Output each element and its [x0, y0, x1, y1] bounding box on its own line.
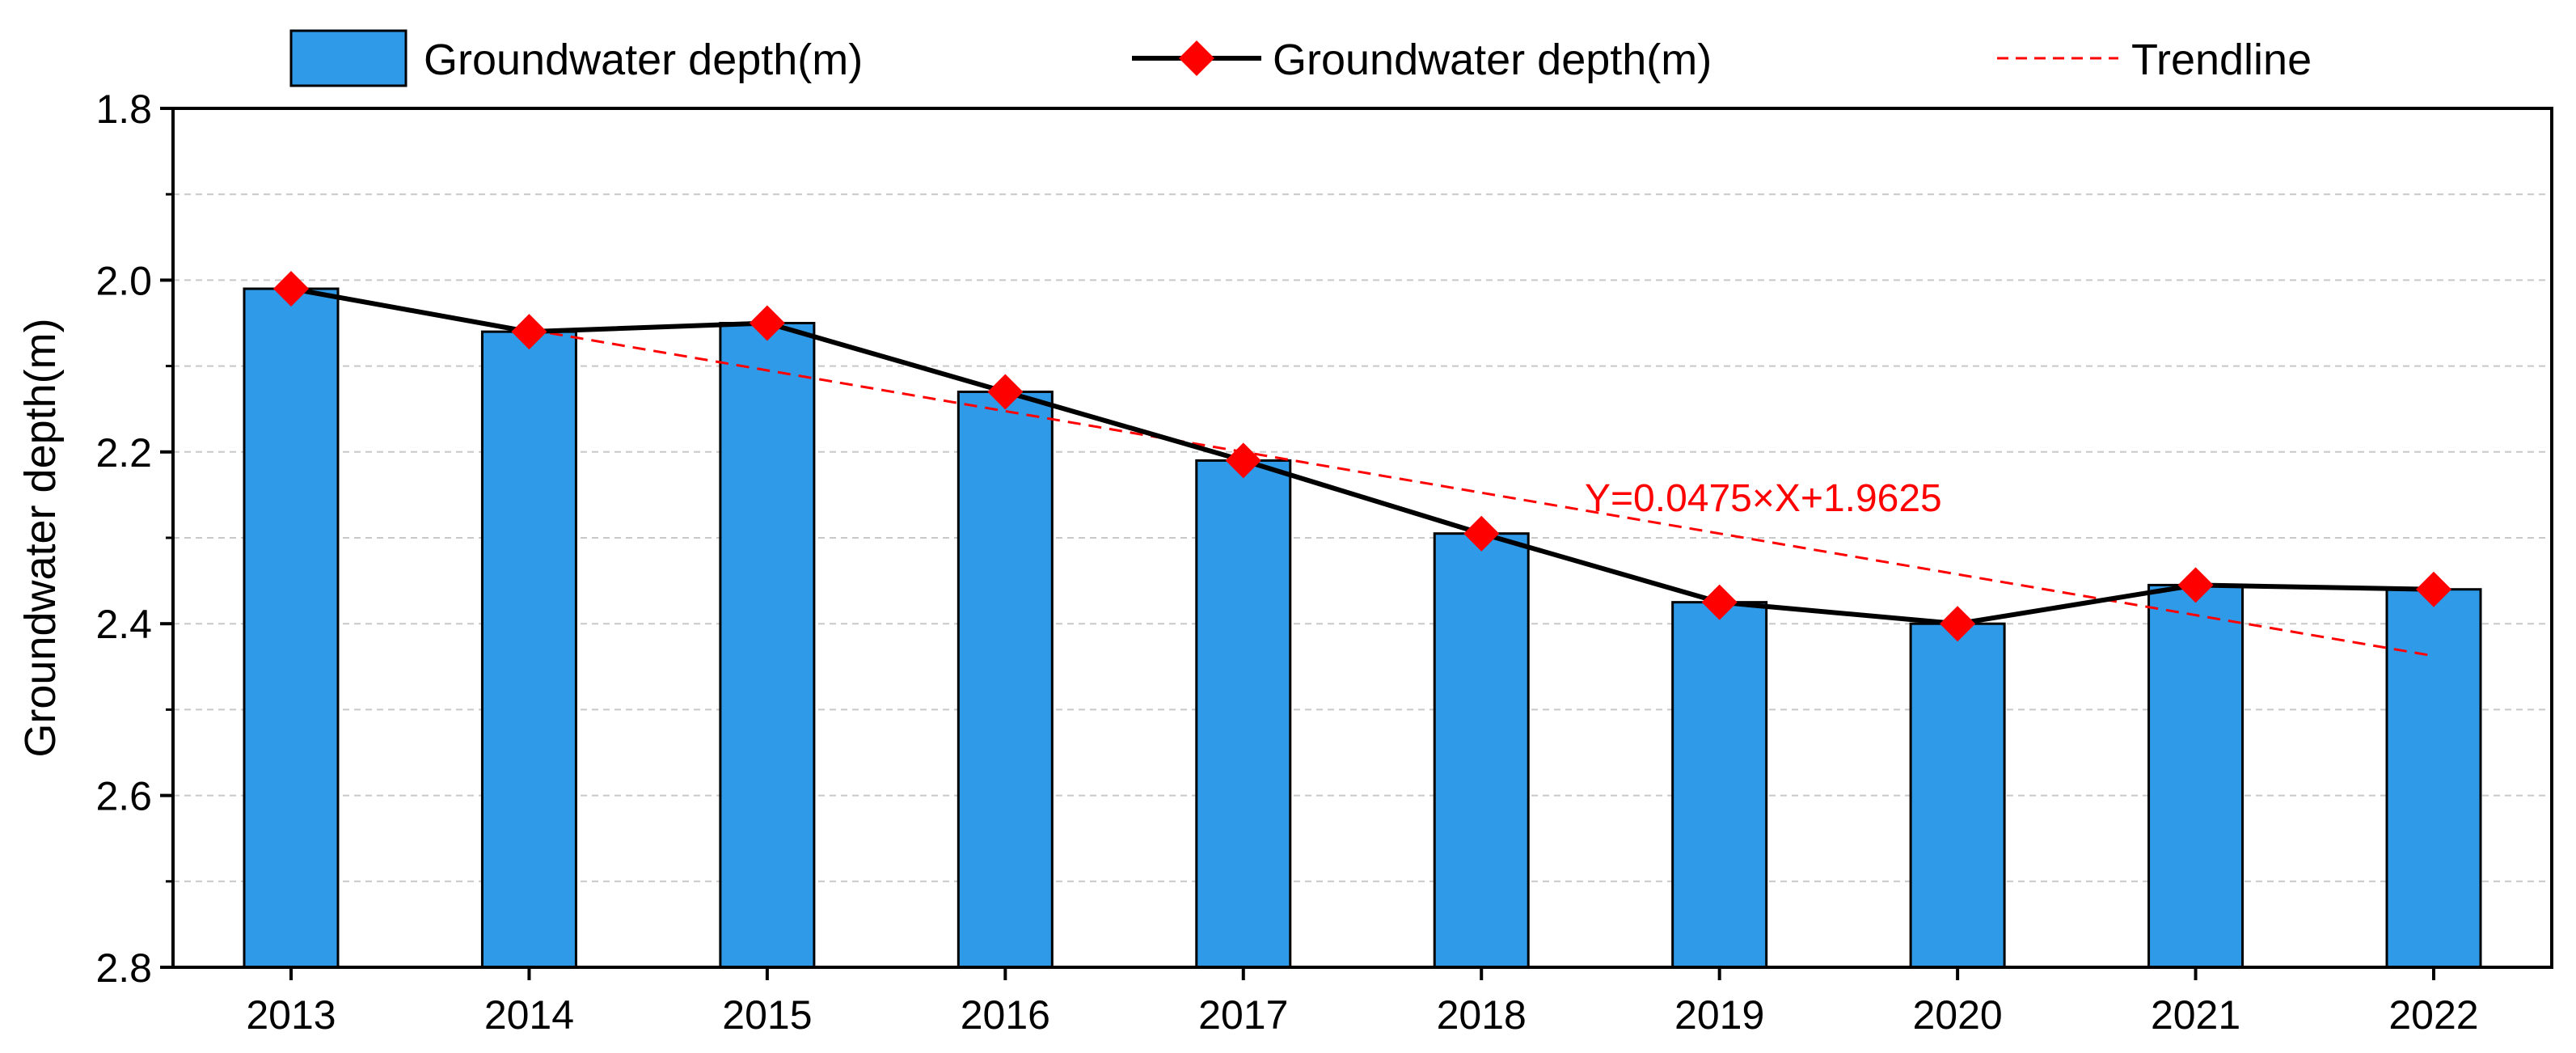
trendline	[529, 328, 2435, 658]
bar	[956, 390, 1054, 969]
line-marker	[273, 271, 309, 307]
line-marker	[987, 374, 1024, 410]
x-tick-label: 2018	[1437, 992, 1527, 1038]
bar	[1195, 459, 1292, 969]
trend-layer	[529, 328, 2435, 658]
bar	[2147, 583, 2244, 969]
legend-bar-label: Groundwater depth(m)	[424, 36, 863, 84]
x-tick-label: 2013	[246, 992, 336, 1038]
legend-line-marker	[1179, 40, 1214, 76]
marker-layer	[273, 271, 2451, 642]
x-tick-label: 2022	[2388, 992, 2478, 1038]
trend-equation: Y=0.0475×X+1.9625	[1585, 477, 1942, 520]
bar	[2385, 588, 2482, 969]
y-axis-title: Groundwater depth(m)	[16, 318, 65, 757]
bar-layer	[243, 287, 2482, 969]
x-tick-label: 2019	[1674, 992, 1764, 1038]
bar	[480, 330, 577, 969]
legend: Groundwater depth(m) Groundwater depth(m…	[289, 29, 2312, 87]
x-tick-label: 2016	[961, 992, 1050, 1038]
line-marker	[1225, 442, 1261, 479]
bar	[719, 322, 816, 969]
x-tick-label: 2015	[722, 992, 812, 1038]
y-tick-label: 2.4	[95, 602, 152, 647]
legend-line-label: Groundwater depth(m)	[1273, 36, 1712, 84]
legend-trend-label: Trendline	[2131, 36, 2312, 84]
series-line	[290, 286, 2435, 627]
x-tick-label: 2021	[2151, 992, 2240, 1038]
bar	[1671, 601, 1768, 969]
y-tick-label: 2.2	[95, 430, 152, 476]
line-marker	[1940, 606, 1976, 642]
y-tick-label: 2.6	[95, 774, 152, 819]
x-tick-label: 2020	[1912, 992, 2002, 1038]
y-tick-label: 1.8	[95, 87, 152, 132]
line-marker	[2177, 567, 2214, 603]
bar	[243, 287, 340, 969]
line-marker	[2416, 571, 2451, 607]
axis-layer: 1.8 2.0 2.2 2.4 2.6 2.8 2013 2014 2015 2016 2017 20…	[95, 87, 2478, 1038]
line-layer	[290, 286, 2435, 627]
x-tick-label: 2017	[1198, 992, 1288, 1038]
bar	[1433, 532, 1530, 969]
y-tick-label: 2.0	[95, 258, 152, 303]
line-marker	[511, 314, 547, 350]
line-marker	[1701, 584, 1738, 620]
line-marker	[1463, 515, 1500, 552]
legend-bar-swatch	[289, 29, 408, 87]
bar	[1909, 622, 2006, 969]
y-tick-label: 2.8	[95, 945, 152, 991]
x-tick-label: 2014	[484, 992, 574, 1038]
line-marker	[749, 305, 785, 341]
